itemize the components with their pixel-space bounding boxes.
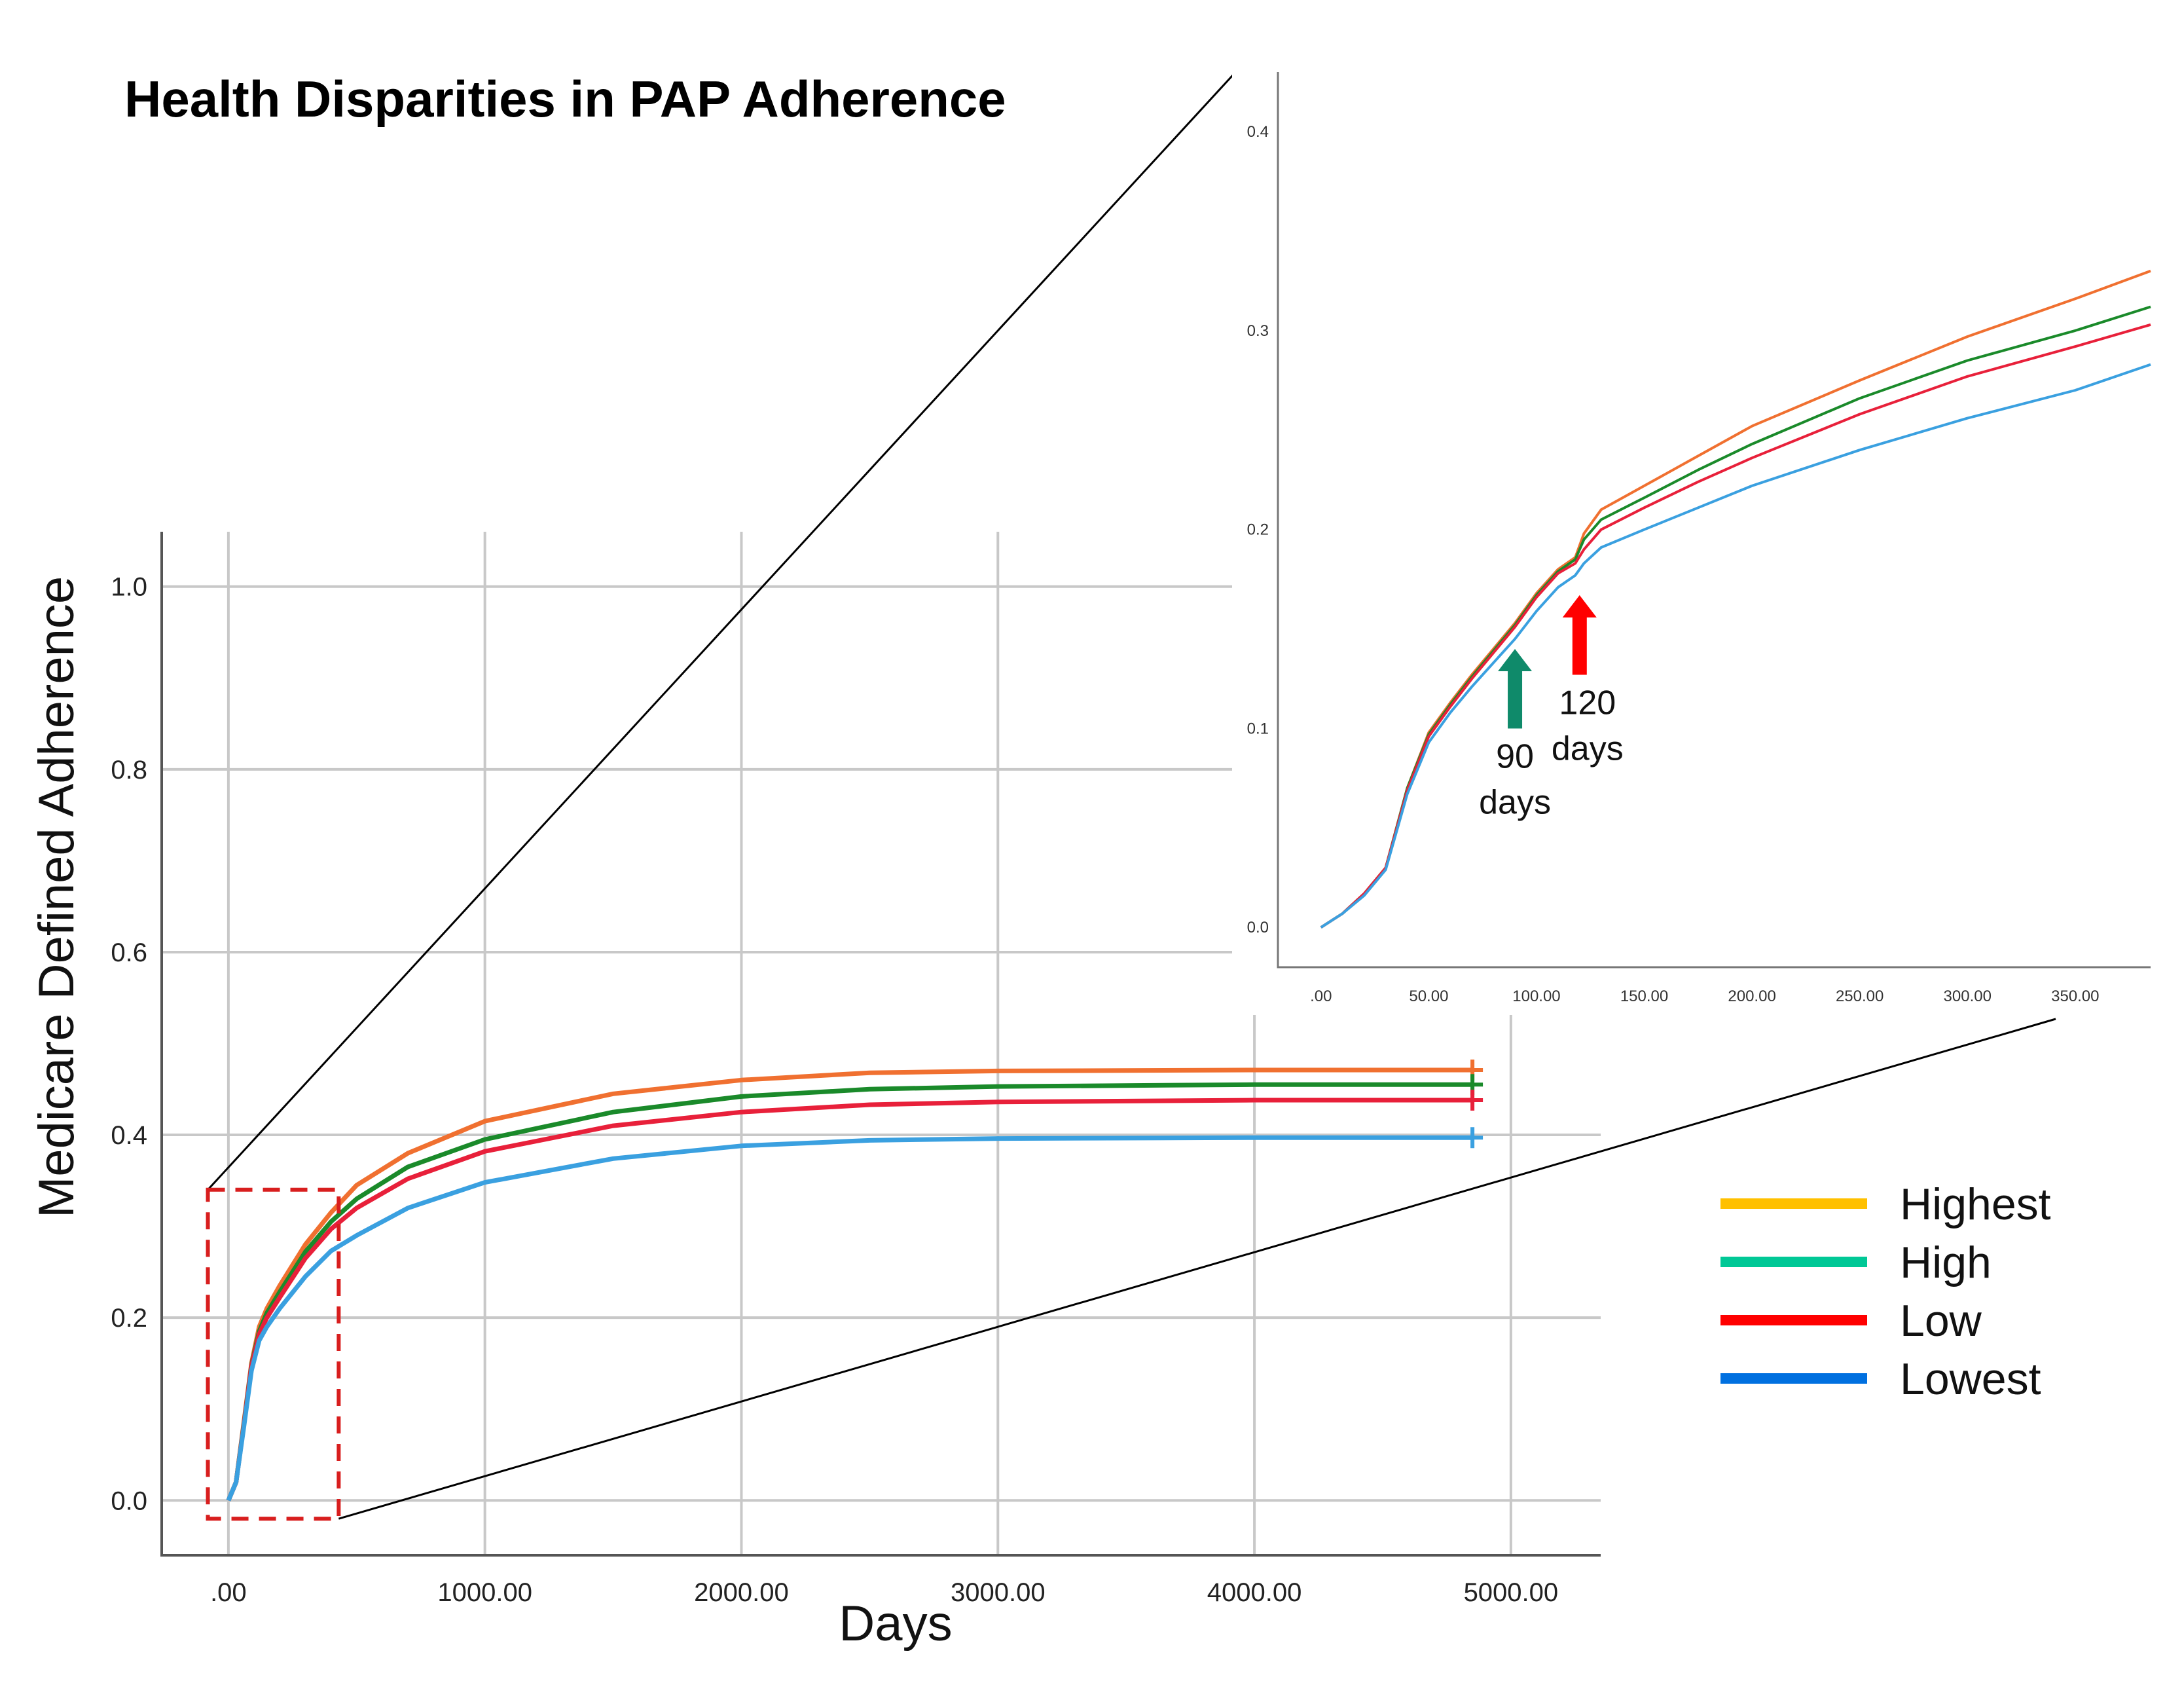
legend-label: Highest (1900, 1179, 2051, 1229)
legend-item-lowest: Lowest (1720, 1354, 2041, 1404)
annotation-value: 120 (1559, 684, 1616, 722)
y-tick-label: 0.2 (111, 1304, 147, 1333)
inset-y-tick-label: 0.2 (1247, 521, 1269, 539)
arrow-head (1562, 595, 1597, 618)
inset-y-tick-label: 0.0 (1247, 919, 1269, 936)
series-line-lowest (226, 1135, 1473, 1502)
chart-title: Health Disparities in PAP Adherence (124, 70, 1006, 128)
arrow-90-days: 90 days (1479, 648, 1551, 821)
inset-x-tick-label: 350.00 (2051, 988, 2099, 1005)
series-line-low (226, 1098, 1473, 1502)
main-axis-frame (160, 532, 1601, 1557)
inset-tick-labels: 0.0 0.1 0.2 0.3 0.4 .00 50.00 100.00 150.00 200.0… (1247, 123, 2100, 1005)
inset-y-tick-label: 0.1 (1247, 720, 1269, 737)
censor-marker-low (1462, 1090, 1483, 1111)
legend: Highest High Low Lowest (1720, 1179, 2051, 1404)
legend-label: Low (1900, 1296, 1982, 1346)
x-tick-label: 2000.00 (694, 1578, 789, 1607)
x-tick-label: 1000.00 (437, 1578, 532, 1607)
main-series-lines (226, 1059, 1483, 1502)
connector-bottom (338, 1018, 2056, 1520)
arrow-shaft (1508, 669, 1523, 729)
annotation-value: 90 (1496, 737, 1534, 775)
connector-top (207, 26, 1278, 1191)
inset-x-tick-label: 300.00 (1944, 988, 1992, 1005)
main-axes (160, 532, 1601, 1557)
inset-background (1232, 25, 2184, 1015)
legend-item-highest: Highest (1720, 1179, 2051, 1229)
inset-y-tick-label: 0.4 (1247, 123, 1269, 141)
arrow-120-days: 120 days (1552, 595, 1624, 767)
x-tick-label: 3000.00 (951, 1578, 1046, 1607)
inset-x-tick-label: 150.00 (1620, 988, 1668, 1005)
zoom-box (206, 1187, 341, 1521)
inset-y-tick-label: 0.3 (1247, 322, 1269, 340)
inset-axis-frame (1277, 72, 2151, 969)
x-axis-label: Days (839, 1596, 952, 1652)
inset-zoom-chart: 0.0 0.1 0.2 0.3 0.4 .00 50.00 100.00 150.00 200.0… (1232, 25, 2184, 1015)
y-tick-label: 0.0 (111, 1487, 147, 1515)
inset-x-tick-label: 200.00 (1728, 988, 1775, 1005)
inset-x-tick-label: 50.00 (1409, 988, 1448, 1005)
legend-label: High (1900, 1238, 1992, 1287)
inset-x-tick-label: 100.00 (1512, 988, 1560, 1005)
y-tick-label: 1.0 (111, 573, 147, 602)
arrow-head (1498, 648, 1533, 671)
inset-x-tick-label: .00 (1310, 988, 1332, 1005)
zoom-connector-lines (207, 26, 2056, 1520)
legend-item-high: High (1720, 1238, 1992, 1287)
legend-label: Lowest (1900, 1354, 2041, 1404)
zoom-region (206, 1187, 341, 1521)
censor-marker-lowest (1462, 1127, 1483, 1149)
annotation-unit: days (1552, 730, 1624, 767)
inset-series-lines (1320, 269, 2151, 929)
y-axis-label: Medicare Defined Adherence (29, 576, 84, 1218)
inset-series-line-lowest (1320, 363, 2151, 929)
arrow-shaft (1572, 616, 1587, 675)
series-line-high (226, 1082, 1473, 1502)
x-tick-label: 5000.00 (1464, 1578, 1559, 1607)
inset-axes (1277, 72, 2151, 969)
inset-x-tick-label: 250.00 (1836, 988, 1884, 1005)
main-tick-labels: 0.0 0.2 0.4 0.6 0.8 1.0 .00 1000.00 2000.00 3000.… (111, 573, 1558, 1607)
inset-annotations: 90 days 120 days (1479, 595, 1624, 821)
y-tick-label: 0.4 (111, 1121, 147, 1150)
y-tick-label: 0.8 (111, 756, 147, 785)
annotation-unit: days (1479, 783, 1551, 821)
x-tick-label: 4000.00 (1207, 1578, 1302, 1607)
x-tick-label: .00 (210, 1578, 247, 1607)
y-tick-label: 0.6 (111, 938, 147, 967)
legend-item-low: Low (1720, 1296, 1982, 1346)
